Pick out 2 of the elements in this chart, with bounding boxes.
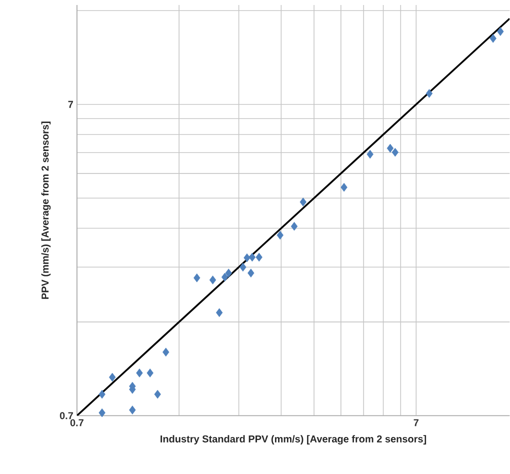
x-axis-title: Industry Standard PPV (mm/s) [Average from 2 sensors] xyxy=(160,435,426,445)
y-axis-title: PPV (mm/s) [Average from 2 sensors] xyxy=(41,122,51,300)
